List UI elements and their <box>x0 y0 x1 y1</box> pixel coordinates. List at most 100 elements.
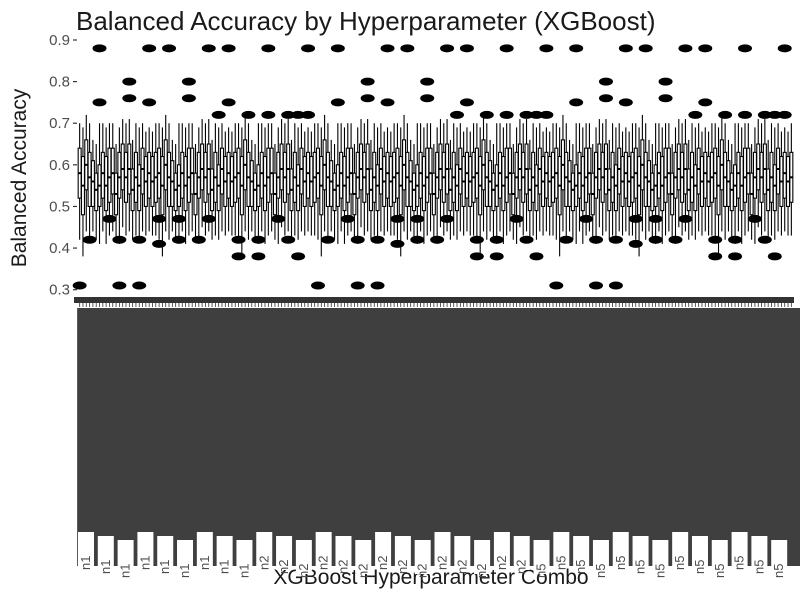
box-body <box>454 164 460 212</box>
box-body <box>262 155 268 212</box>
box-outlier <box>241 110 256 119</box>
x-tick-label-bg <box>295 540 312 574</box>
box-outlier <box>132 281 147 290</box>
box-body <box>306 151 311 199</box>
box-outlier <box>281 235 296 244</box>
x-tick-label-bg <box>652 540 669 574</box>
box-body <box>739 155 744 212</box>
box-body <box>147 151 152 199</box>
x-tick-label-bg <box>434 532 451 566</box>
box-body <box>484 151 489 208</box>
box-body <box>266 147 271 203</box>
y-tick-label: 0.5 <box>49 198 70 215</box>
box-body <box>425 147 430 203</box>
box-body <box>216 164 221 212</box>
box-body <box>90 160 95 208</box>
x-tick-label: n2 <box>514 560 529 574</box>
x-tick-label: n2 <box>316 556 331 570</box>
x-tick-label: n1 <box>98 560 113 574</box>
x-tick-label: n2 <box>256 556 271 570</box>
box-body <box>299 147 304 195</box>
box-outlier <box>738 44 753 53</box>
box-outlier <box>350 235 365 244</box>
box-outlier <box>440 214 455 223</box>
x-tick-label-bg <box>553 532 570 566</box>
box-outlier <box>618 44 633 53</box>
box-body <box>488 160 493 208</box>
box-body <box>613 164 618 212</box>
x-tick-label: n1 <box>157 560 172 574</box>
box-body <box>140 147 145 195</box>
box-outlier <box>747 214 762 223</box>
box-body <box>623 151 628 199</box>
box-body <box>577 151 582 199</box>
box-body <box>782 151 787 199</box>
x-tick-label-bg <box>632 536 649 570</box>
box-body <box>507 147 513 195</box>
box-outlier <box>330 44 345 53</box>
x-tick-label: n5 <box>534 564 549 578</box>
x-tick-label: n5 <box>573 560 588 574</box>
x-tick-label-bg <box>375 532 392 566</box>
box-outlier <box>360 77 375 86</box>
box-body <box>378 147 383 195</box>
box-outlier <box>112 235 127 244</box>
box-body <box>776 147 781 195</box>
x-tick-label-bg <box>454 536 471 570</box>
box-body <box>567 160 572 208</box>
x-tick-label <box>788 308 800 566</box>
box-outlier <box>390 239 405 248</box>
box-body <box>594 151 599 199</box>
box-body <box>342 155 347 212</box>
x-tick-label: n1 <box>118 564 133 578</box>
x-tick-label: n2 <box>395 560 410 574</box>
box-outlier <box>628 214 643 223</box>
x-tick-label: n1 <box>236 564 251 578</box>
box-outlier <box>400 44 415 53</box>
box-outlier <box>459 44 474 53</box>
box-outlier <box>688 110 703 119</box>
x-tick-label: n5 <box>692 560 707 574</box>
box-outlier <box>191 235 206 244</box>
box-outlier <box>738 110 753 119</box>
x-tick-label: n2 <box>415 564 430 578</box>
box-body <box>120 143 125 191</box>
y-tick-label: 0.8 <box>49 74 70 91</box>
box-body <box>597 143 602 191</box>
box-outlier <box>271 214 286 223</box>
box-outlier <box>698 44 713 53</box>
box-outlier <box>539 44 554 53</box>
box-body <box>408 160 413 208</box>
box-body <box>355 151 360 199</box>
box-body <box>752 151 757 199</box>
x-tick-label: n5 <box>613 556 628 570</box>
x-tick-label: n5 <box>771 564 786 578</box>
box-body <box>259 151 264 199</box>
x-tick-label: n1 <box>197 556 212 570</box>
box-body <box>458 147 463 195</box>
x-tick-label: n2 <box>474 564 489 578</box>
x-tick-label-bg <box>315 532 332 566</box>
box-body <box>428 147 433 195</box>
box-body <box>643 151 648 208</box>
box-outlier <box>171 214 186 223</box>
box-outlier <box>370 235 385 244</box>
box-body <box>94 172 99 212</box>
x-tick-label-bg <box>474 540 491 574</box>
y-tick-label: 0.7 <box>49 115 70 132</box>
box-outlier <box>102 214 117 223</box>
box-outlier <box>499 110 514 119</box>
box-outlier <box>92 44 107 53</box>
box-body <box>756 143 761 191</box>
box-outlier <box>82 235 97 244</box>
box-body <box>219 147 225 195</box>
box-body <box>703 151 708 199</box>
box-body <box>617 147 622 195</box>
box-body <box>253 172 258 212</box>
box-body <box>663 147 668 203</box>
box-outlier <box>320 235 335 244</box>
box-body <box>405 151 410 208</box>
box-outlier <box>231 252 246 261</box>
box-outlier <box>757 235 772 244</box>
